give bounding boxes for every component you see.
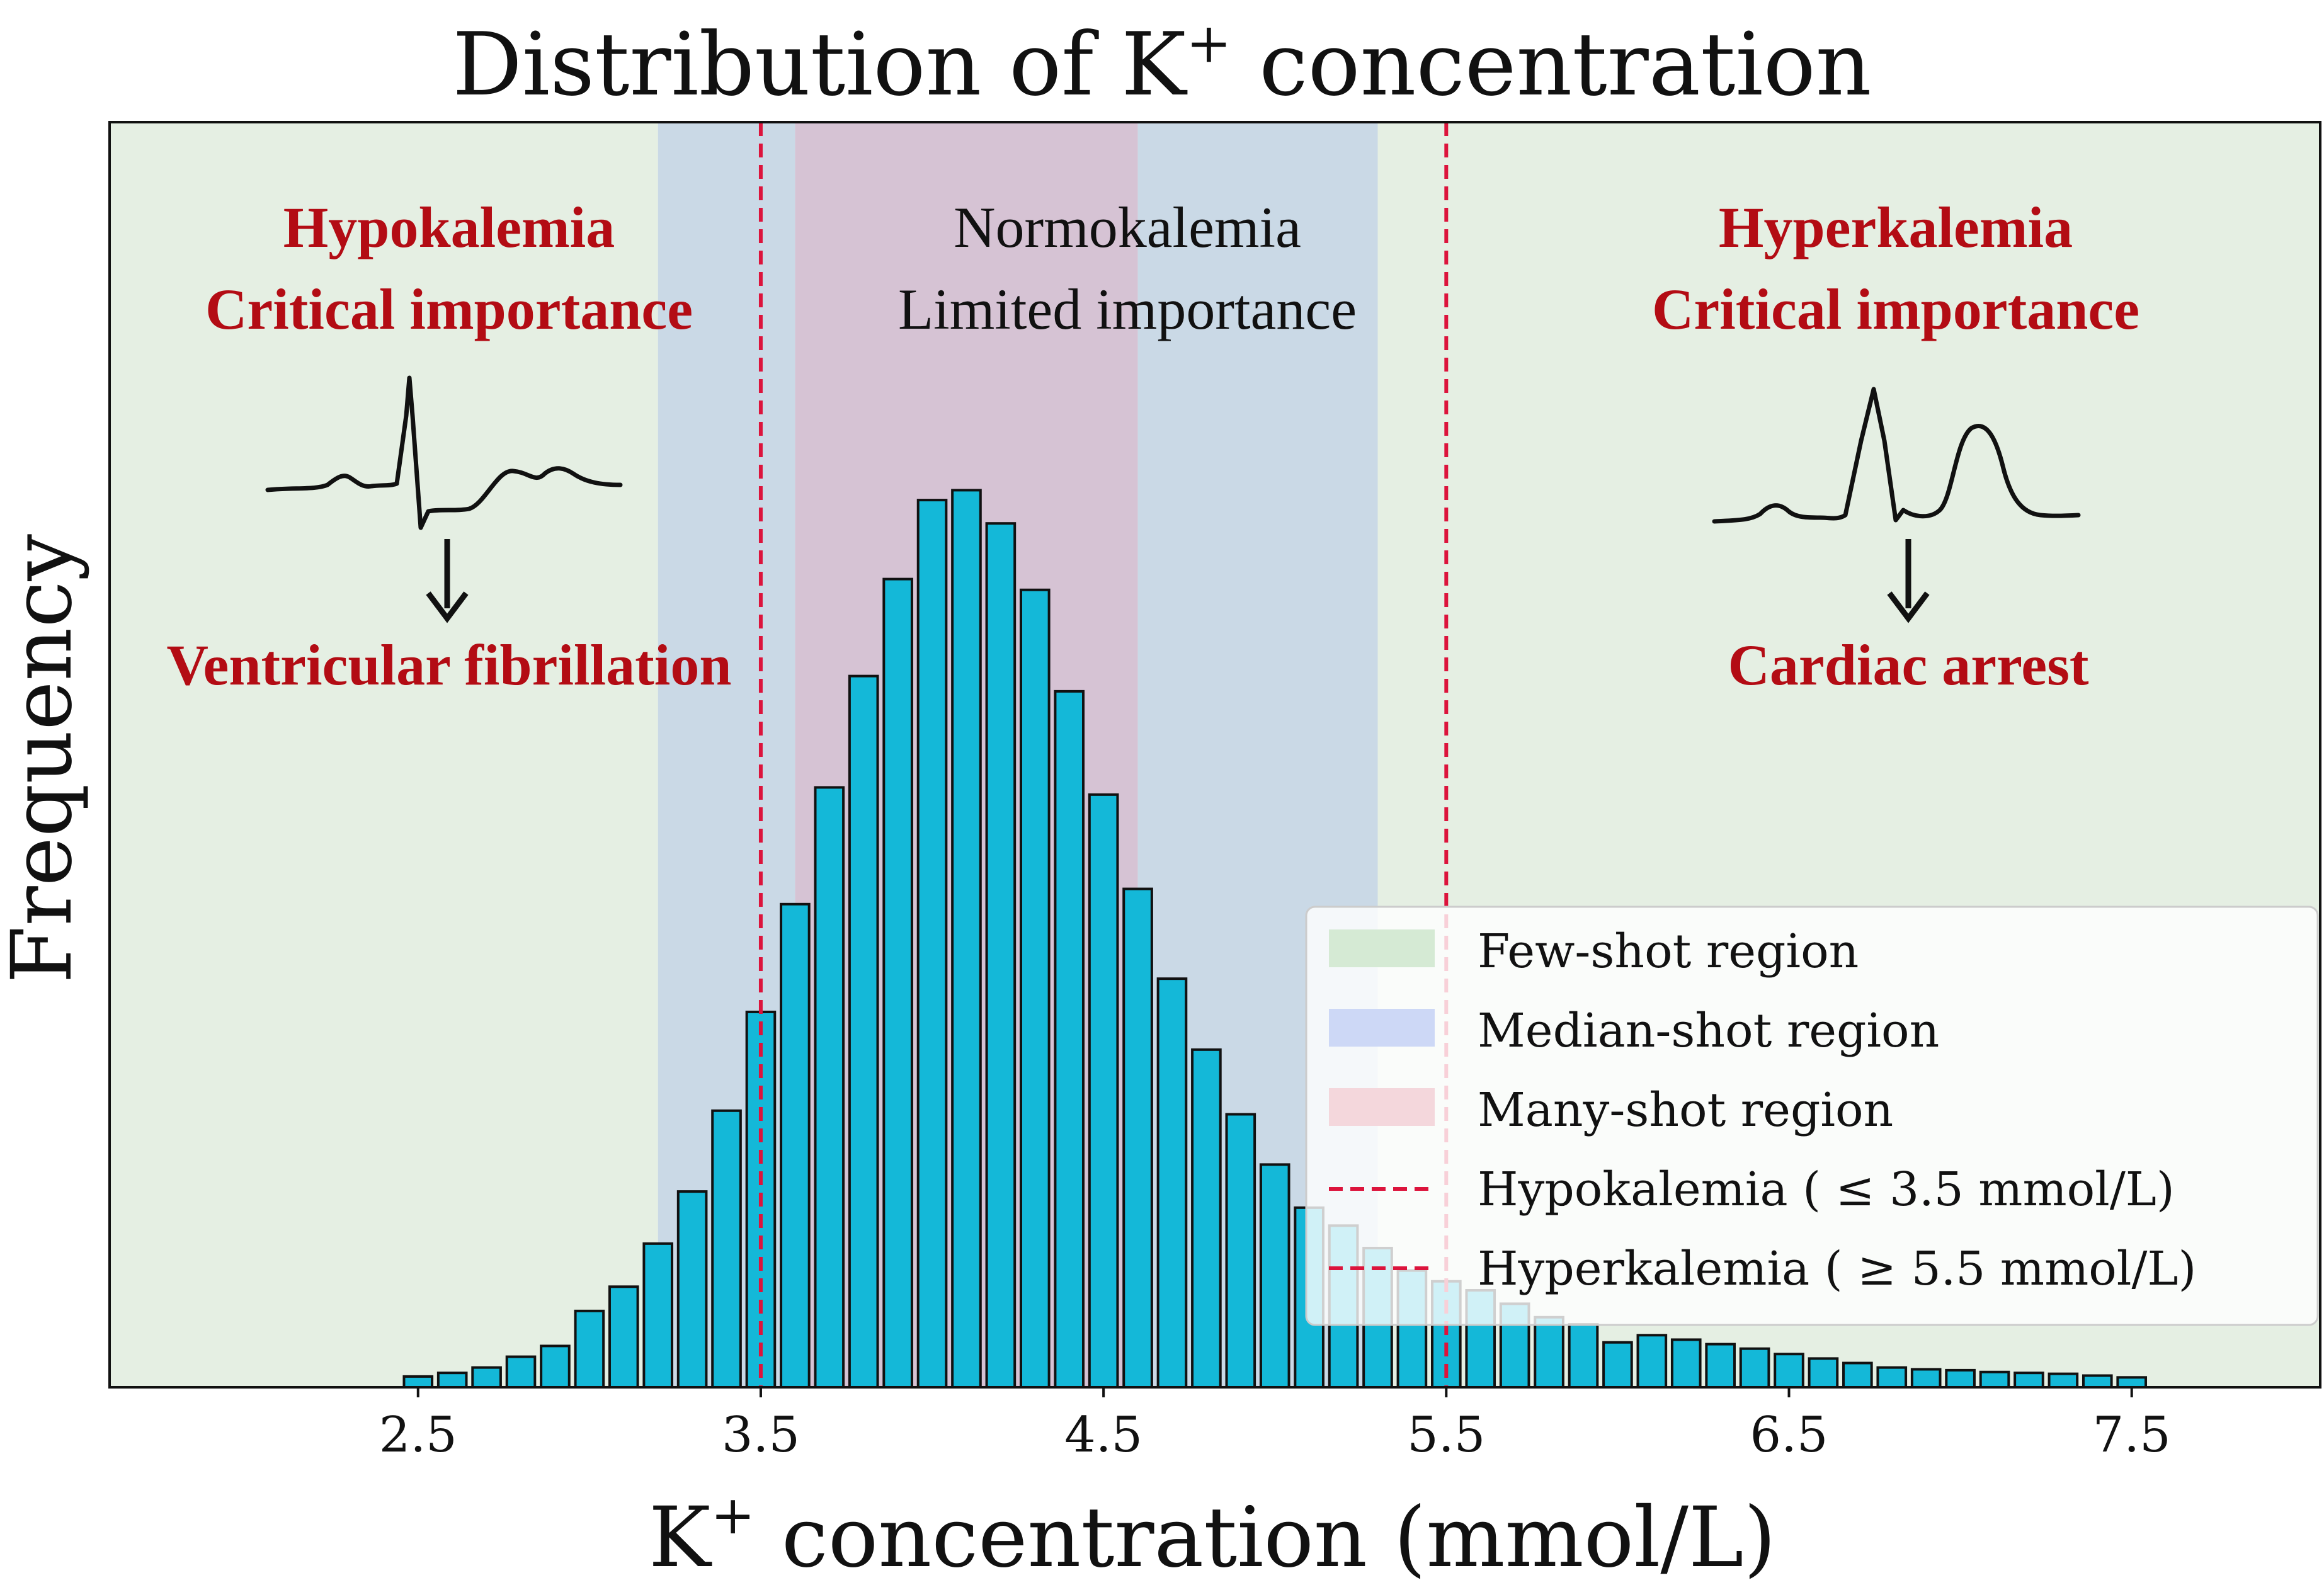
x-axis-ticks: 2.5 3.5 4.5 5.5 6.5 7.5 [379,1387,2171,1463]
histogram-bar [642,1242,674,1389]
histogram-bar [711,1109,742,1389]
chart-title: Distribution of K+ concentration [452,12,1871,115]
histogram-bar [505,1355,537,1389]
legend-entry-label: Few-shot region [1478,924,1859,979]
histogram-bar [471,1366,502,1389]
normokalemia-annotation: Normokalemia Limited importance [898,195,1357,341]
histogram-bar [1945,1368,1976,1389]
histogram-bar [1774,1353,1804,1389]
region-band-0 [110,122,658,1387]
histogram-bar [2014,1372,2044,1389]
ecg-hyperkalemia-icon [1712,387,2081,524]
histogram-bar [1602,1341,1633,1389]
normokalemia-importance: Limited importance [898,277,1357,341]
hyperkalemia-importance: Critical importance [1652,277,2139,341]
arrow-down-icon [1887,539,1930,623]
histogram-bar [676,1190,708,1389]
histogram-bar [608,1285,639,1389]
histogram-bar [780,902,811,1389]
histogram-bar [1670,1338,1702,1389]
histogram-bar [1739,1347,1770,1389]
plot-frame [108,121,2321,1389]
ecg-hypokalemia-icon [265,375,623,530]
hypokalemia-annotation: Hypokalemia Critical importance Ventricu… [167,195,732,697]
histogram-bar [1842,1361,1873,1389]
hyperkalemia-annotation: Hyperkalemia Critical importance Cardiac… [1652,195,2139,697]
hypokalemia-label: Hypokalemia [283,195,615,259]
histogram-bar [916,499,948,1389]
hyperkalemia-label: Hyperkalemia [1719,195,2073,259]
normokalemia-label: Normokalemia [954,195,1301,259]
histogram-bar [1191,1048,1222,1389]
histogram-bar [1019,588,1051,1389]
legend-entry-label: Median-shot region [1478,1004,1939,1058]
histogram-bar [436,1372,468,1389]
histogram-bar [540,1344,571,1389]
histogram-bar [1910,1368,1942,1389]
histogram-bar [1534,1315,1564,1389]
x-tick-label: 2.5 [379,1407,457,1463]
histogram-bar [1568,1323,1599,1389]
histogram-bar [951,489,982,1389]
histogram-bar [1156,977,1188,1389]
histogram-bar [1808,1357,1839,1389]
x-tick-label: 4.5 [1064,1407,1142,1463]
histogram-bar [814,786,845,1389]
hypokalemia-importance: Critical importance [205,277,693,341]
histogram-bar [1979,1370,2010,1389]
histogram-bar [402,1375,434,1389]
legend-entry-label: Hyperkalemia ( ≥ 5.5 mmol/L) [1478,1242,2196,1296]
histogram-bar [2082,1374,2113,1389]
histogram-bar [985,522,1017,1389]
histogram-bar [1054,690,1085,1389]
legend-swatch [1329,1088,1435,1126]
histogram-bar [1876,1366,1908,1389]
x-tick-label: 3.5 [722,1407,800,1463]
legend: Few-shot region Median-shot region Many-sh… [1305,906,2319,1326]
arrow-down-icon [426,539,469,623]
legend-swatch [1329,1009,1435,1047]
histogram-bar [1259,1163,1290,1389]
histogram-bar [2116,1376,2148,1389]
histogram-bar [882,577,913,1389]
hyperkalemia-outcome: Cardiac arrest [1728,633,2088,697]
x-tick-label: 5.5 [1407,1407,1485,1463]
legend-entry-label: Hypokalemia ( ≤ 3.5 mmol/L) [1478,1162,2175,1217]
histogram-bar [1636,1334,1668,1389]
y-axis-label: Frequency [0,534,91,984]
legend-swatch [1329,929,1435,967]
histogram-bar [1088,793,1119,1389]
hypokalemia-outcome: Ventricular fibrillation [167,633,732,697]
histogram-bar [574,1309,605,1389]
histogram-bar [1122,887,1153,1389]
histogram-bar [1705,1343,1736,1389]
legend-entry-label: Many-shot region [1478,1083,1893,1137]
histogram-bar [2048,1372,2079,1389]
x-tick-label: 6.5 [1750,1407,1828,1463]
x-tick-label: 7.5 [2093,1407,2171,1463]
legend-box [1305,906,2319,1326]
x-axis-label: K+ concentration (mmol/L) [649,1484,1776,1585]
histogram-bar [848,674,879,1389]
histogram-bar [1225,1113,1256,1389]
